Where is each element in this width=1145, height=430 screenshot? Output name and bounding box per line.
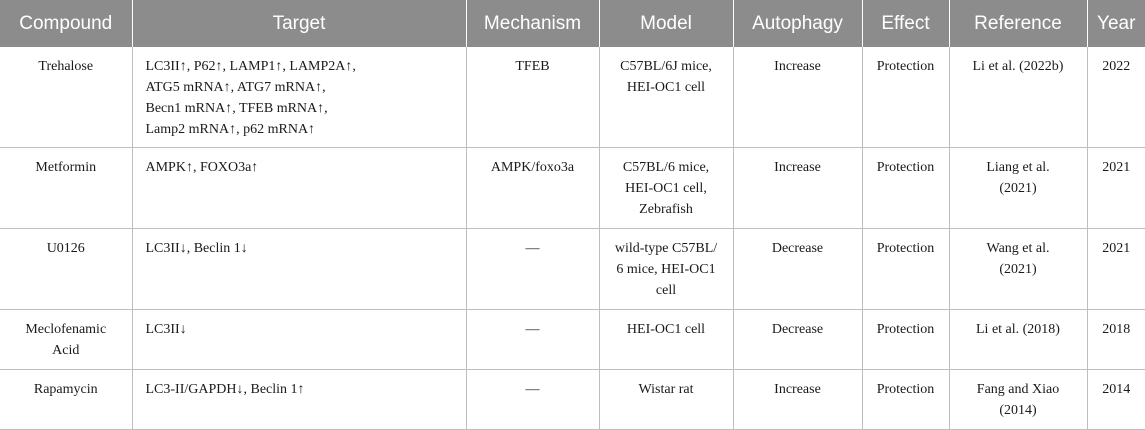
cell-effect: Protection <box>861 309 949 370</box>
target-line: LC3II↓, Beclin 1↓ <box>145 241 248 256</box>
cell-reference: Li et al. (2018) <box>948 309 1087 370</box>
model-line: C57BL/6J mice, <box>620 59 712 74</box>
reference-line: (2021) <box>999 262 1037 277</box>
header-year: Year <box>1086 0 1145 47</box>
table-row: Meclofenamic Acid LC3II↓ — HEI-OC1 cell … <box>0 309 1145 370</box>
cell-mechanism: — <box>465 309 599 370</box>
cell-mechanism: AMPK/foxo3a <box>465 147 599 229</box>
cell-model: wild-type C57BL/ 6 mice, HEI-OC1 cell <box>598 228 733 310</box>
cell-model: C57BL/6J mice, HEI-OC1 cell <box>598 47 733 148</box>
model-line: HEI-OC1 cell <box>626 80 706 95</box>
reference-line: (2021) <box>999 181 1037 196</box>
model-line: wild-type C57BL/ <box>614 241 718 256</box>
cell-model: HEI-OC1 cell <box>598 309 733 370</box>
reference-line: Liang et al. <box>986 160 1050 175</box>
cell-mechanism: TFEB <box>465 47 599 148</box>
table-row: Trehalose LC3II↑, P62↑, LAMP1↑, LAMP2A↑,… <box>0 47 1145 148</box>
target-line: AMPK↑, FOXO3a↑ <box>145 160 259 175</box>
header-mechanism: Mechanism <box>465 0 599 47</box>
table-row: Metformin AMPK↑, FOXO3a↑ AMPK/foxo3a C57… <box>0 147 1145 229</box>
cell-year: 2018 <box>1086 309 1145 370</box>
target-line: Becn1 mRNA↑, TFEB mRNA↑, <box>145 101 328 116</box>
cell-target: AMPK↑, FOXO3a↑ <box>131 147 466 229</box>
model-line: HEI-OC1 cell <box>626 322 706 337</box>
cell-compound: Meclofenamic Acid <box>0 309 132 370</box>
cell-compound: Metformin <box>0 147 132 229</box>
cell-effect: Protection <box>861 147 949 229</box>
table-row: Rapamycin LC3-II/GAPDH↓, Beclin 1↑ — Wis… <box>0 369 1145 430</box>
reference-line: Wang et al. <box>986 241 1050 256</box>
header-autophagy: Autophagy <box>732 0 862 47</box>
cell-reference: Liang et al. (2021) <box>948 147 1087 229</box>
cell-compound: Trehalose <box>0 47 132 148</box>
cell-effect: Protection <box>861 47 949 148</box>
cell-effect: Protection <box>861 369 949 430</box>
header-compound: Compound <box>0 0 132 47</box>
cell-year: 2014 <box>1086 369 1145 430</box>
model-line: Zebrafish <box>639 202 693 217</box>
target-line: Lamp2 mRNA↑, p62 mRNA↑ <box>145 122 316 137</box>
reference-line: Li et al. (2018) <box>976 322 1060 337</box>
cell-autophagy: Increase <box>732 369 862 430</box>
cell-year: 2022 <box>1086 47 1145 148</box>
cell-target: LC3-II/GAPDH↓, Beclin 1↑ <box>131 369 466 430</box>
header-row: Compound Target Mechanism Model Autophag… <box>0 0 1145 47</box>
cell-model: Wistar rat <box>598 369 733 430</box>
cell-compound: Rapamycin <box>0 369 132 430</box>
reference-line: Fang and Xiao <box>976 382 1060 397</box>
cell-autophagy: Decrease <box>732 228 862 310</box>
cell-target: LC3II↓ <box>131 309 466 370</box>
cell-reference: Li et al. (2022b) <box>948 47 1087 148</box>
header-reference: Reference <box>948 0 1087 47</box>
target-line: LC3-II/GAPDH↓, Beclin 1↑ <box>145 382 305 397</box>
cell-reference: Wang et al. (2021) <box>948 228 1087 310</box>
model-line: cell <box>655 283 677 298</box>
cell-reference: Fang and Xiao (2014) <box>948 369 1087 430</box>
header-effect: Effect <box>861 0 949 47</box>
cell-year: 2021 <box>1086 228 1145 310</box>
cell-mechanism: — <box>465 369 599 430</box>
cell-model: C57BL/6 mice, HEI-OC1 cell, Zebrafish <box>598 147 733 229</box>
reference-line: (2014) <box>999 403 1037 418</box>
cell-compound: U0126 <box>0 228 132 310</box>
model-line: HEI-OC1 cell, <box>625 181 707 196</box>
target-line: LC3II↓ <box>145 322 187 337</box>
target-line: LC3II↑, P62↑, LAMP1↑, LAMP2A↑, <box>145 59 356 74</box>
cell-autophagy: Increase <box>732 47 862 148</box>
cell-autophagy: Increase <box>732 147 862 229</box>
model-line: Wistar rat <box>638 382 694 397</box>
target-line: ATG5 mRNA↑, ATG7 mRNA↑, <box>145 80 326 95</box>
cell-mechanism: — <box>465 228 599 310</box>
cell-autophagy: Decrease <box>732 309 862 370</box>
header-target: Target <box>131 0 466 47</box>
model-line: 6 mice, HEI-OC1 <box>616 262 716 277</box>
header-model: Model <box>598 0 733 47</box>
cell-target: LC3II↓, Beclin 1↓ <box>131 228 466 310</box>
model-line: C57BL/6 mice, <box>622 160 710 175</box>
reference-line: Li et al. (2022b) <box>972 59 1064 74</box>
table-row: U0126 LC3II↓, Beclin 1↓ — wild-type C57B… <box>0 228 1145 310</box>
cell-target: LC3II↑, P62↑, LAMP1↑, LAMP2A↑, ATG5 mRNA… <box>131 47 466 148</box>
cell-year: 2021 <box>1086 147 1145 229</box>
cell-effect: Protection <box>861 228 949 310</box>
